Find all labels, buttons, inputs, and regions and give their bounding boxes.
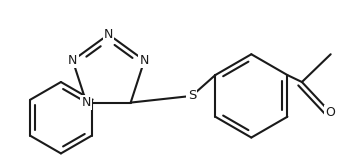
Text: N: N <box>140 54 149 67</box>
Text: S: S <box>187 89 196 102</box>
Text: O: O <box>326 106 336 119</box>
Text: N: N <box>104 28 113 41</box>
Text: N: N <box>82 96 91 109</box>
Text: N: N <box>68 54 77 67</box>
